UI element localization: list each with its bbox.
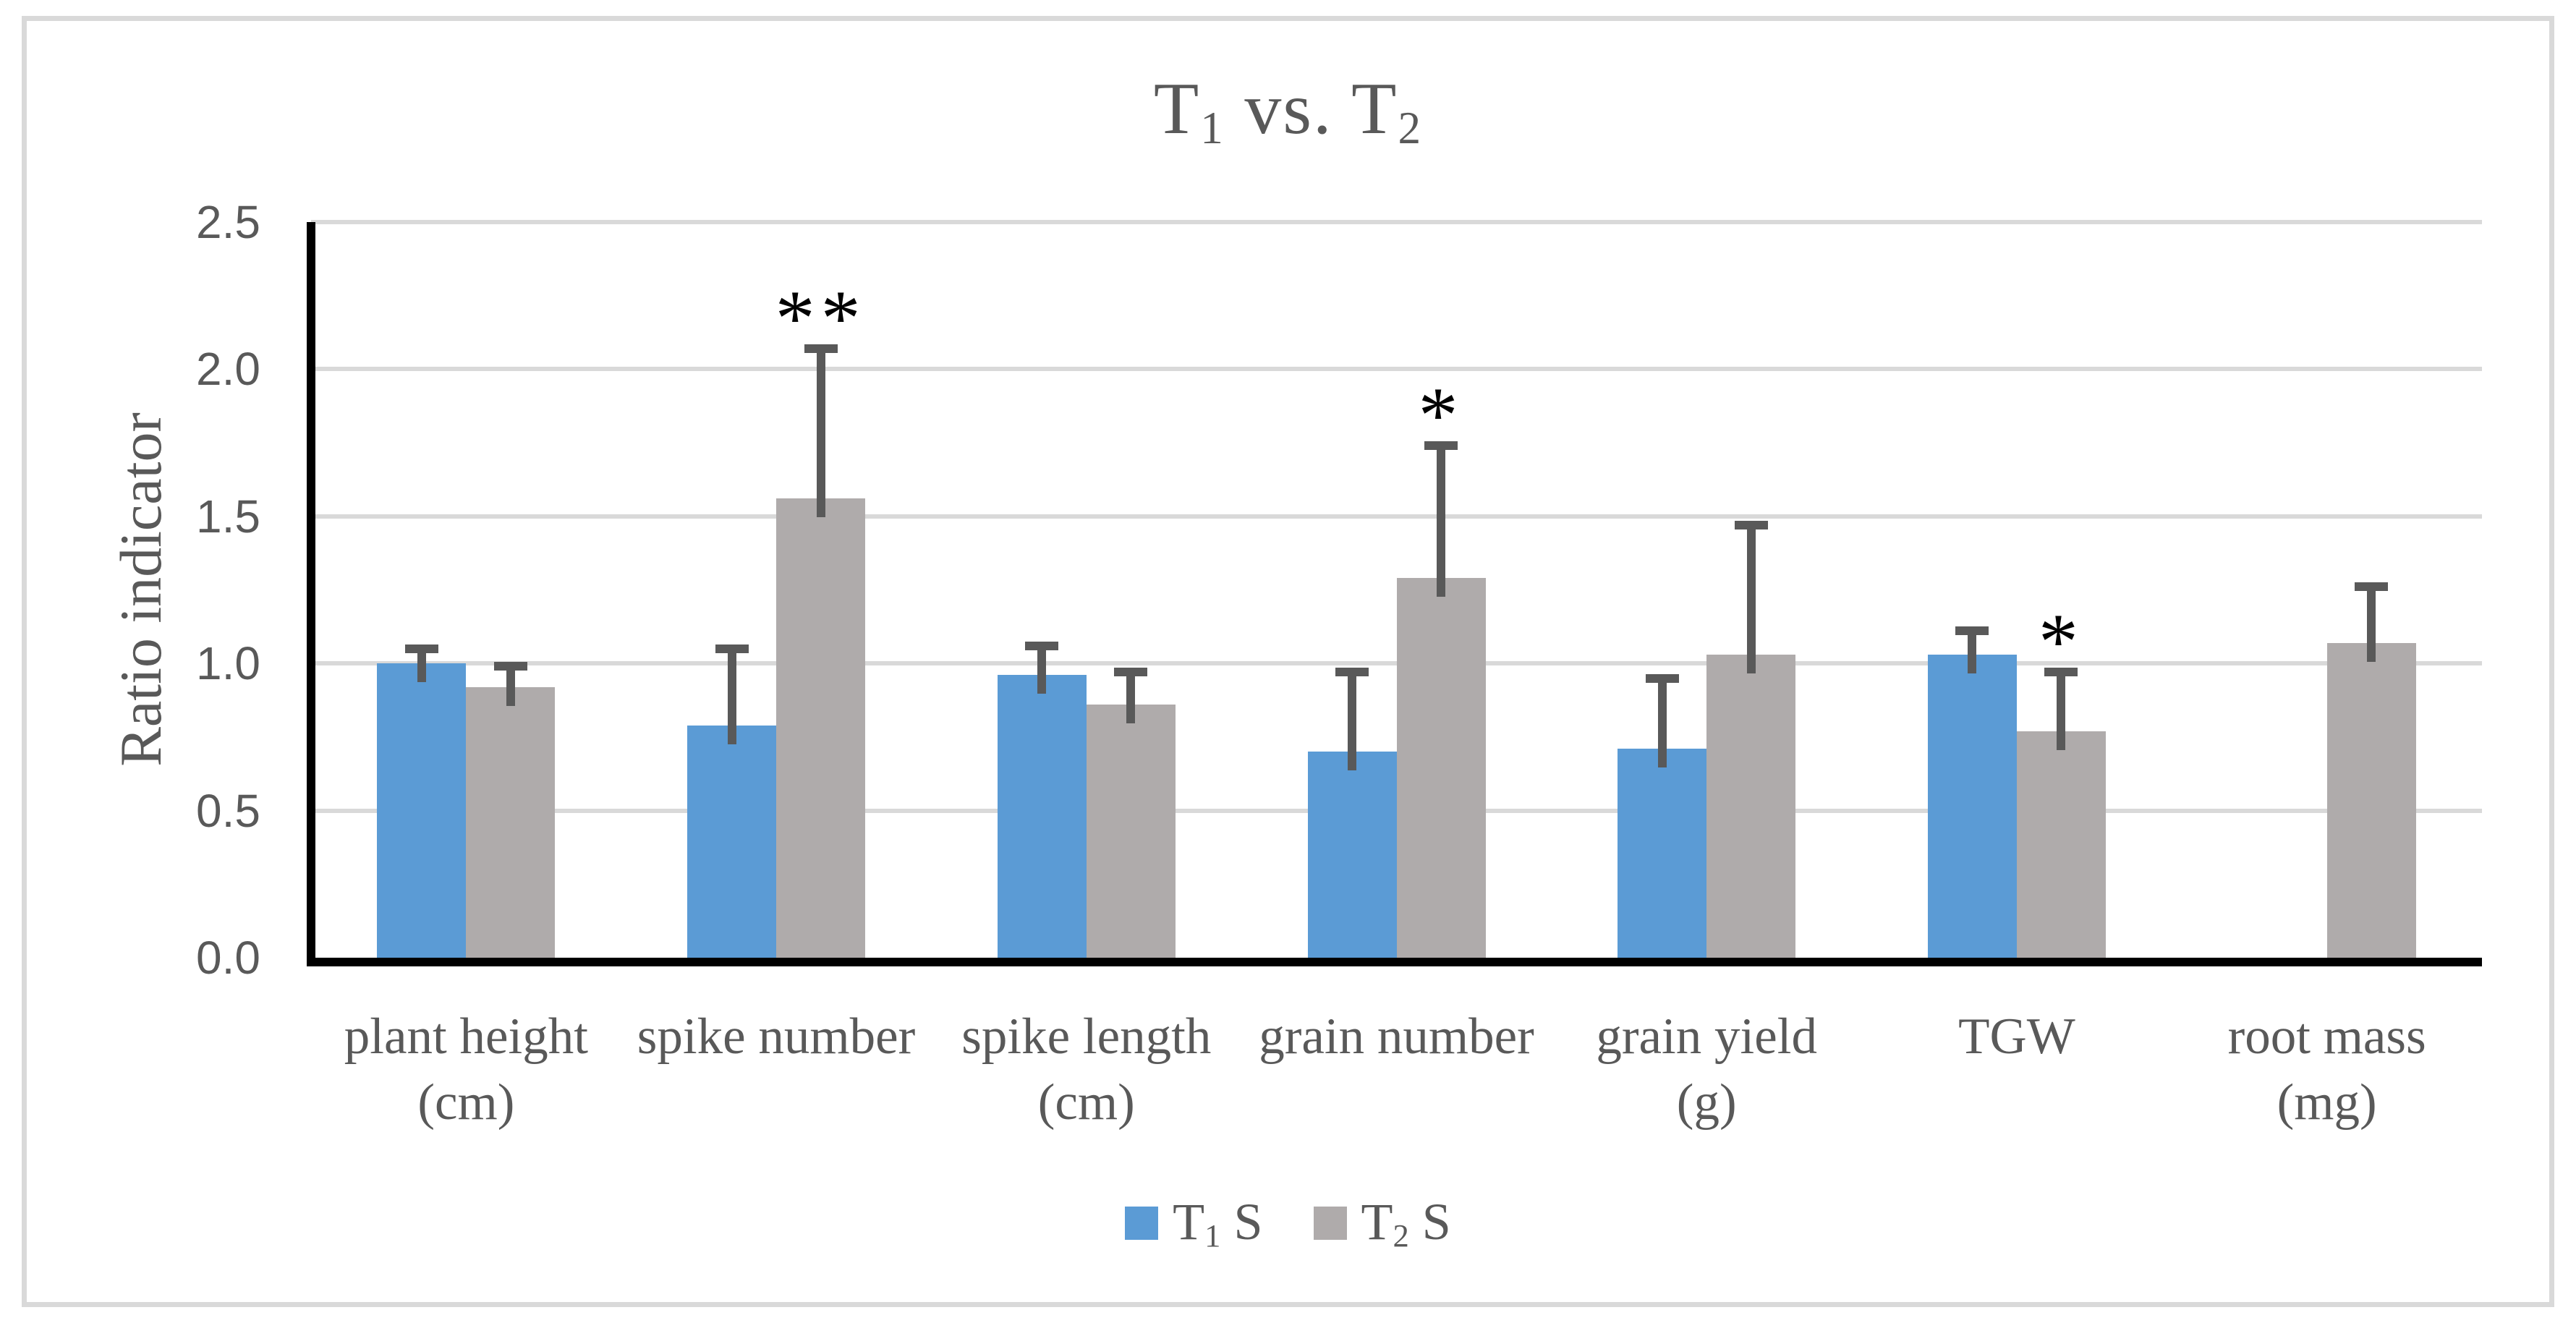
- bar-t1-s: [687, 725, 777, 958]
- legend-label: T2 S: [1361, 1192, 1451, 1254]
- error-bar-cap: [1734, 521, 1768, 529]
- x-category-label: TGW: [1958, 1004, 2075, 1070]
- x-category-label-line: grain yield: [1596, 1008, 1818, 1065]
- bar-t2-s: [1706, 654, 1796, 958]
- x-category-label-line: (mg): [2277, 1073, 2377, 1131]
- x-category-label-line: root mass: [2227, 1008, 2426, 1065]
- figure-border: [22, 16, 2554, 1307]
- y-axis-line: [307, 222, 315, 966]
- text-run: T: [1173, 1193, 1205, 1251]
- error-bar-cap: [1335, 668, 1369, 677]
- error-bar-line: [1437, 446, 1445, 597]
- x-category-label-line: (g): [1676, 1073, 1737, 1131]
- text-run: S: [1220, 1193, 1263, 1251]
- legend-item: T1 S: [1125, 1192, 1263, 1254]
- x-category-label-line: plant height: [344, 1008, 588, 1065]
- x-category-label: spike length (cm): [961, 1004, 1211, 1136]
- bar-t1-s: [1927, 654, 2017, 958]
- x-category-label-line: TGW: [1958, 1008, 2075, 1065]
- error-bar-line: [1348, 672, 1356, 771]
- text-run: vs.: [1224, 68, 1352, 150]
- chart-title: T1 vs. T2: [0, 67, 2576, 155]
- y-tick-label: 1.0: [196, 637, 260, 690]
- error-bar-line: [417, 648, 426, 683]
- x-axis-line: [307, 958, 2482, 966]
- bar-t2-s: [1086, 705, 1176, 958]
- bar-t1-s: [1307, 752, 1397, 958]
- bar-t1-s: [377, 663, 467, 958]
- text-run: T: [1153, 68, 1201, 150]
- x-category-label-line: spike number: [637, 1008, 916, 1065]
- bar-t2-s: [1396, 578, 1486, 958]
- x-category-label-line: (cm): [417, 1073, 515, 1131]
- error-bar-cap: [1645, 673, 1679, 683]
- text-run: S: [1408, 1193, 1451, 1251]
- error-bar-line: [2367, 587, 2376, 662]
- error-bar-line: [1126, 672, 1136, 724]
- legend-swatch-icon: [1313, 1207, 1347, 1240]
- legend-label: T1 S: [1173, 1192, 1262, 1254]
- subscript-text: 1: [1200, 102, 1225, 153]
- x-category-label: grain yield (g): [1596, 1004, 1817, 1136]
- x-category-label: grain number: [1259, 1004, 1534, 1070]
- x-category-label: plant height (cm): [344, 1004, 588, 1136]
- error-bar-cap: [493, 662, 527, 671]
- legend-item: T2 S: [1313, 1192, 1451, 1254]
- y-tick-label: 0.5: [196, 784, 260, 837]
- error-bar-cap: [715, 644, 749, 653]
- bar-t2-s: [2326, 642, 2416, 958]
- y-tick-label: 2.5: [196, 196, 260, 248]
- error-bar-cap: [1025, 641, 1059, 650]
- text-run: T: [1361, 1193, 1393, 1251]
- legend: T1 S T2 S: [0, 1183, 2576, 1263]
- significance-marker: *: [2038, 597, 2084, 686]
- error-bar-cap: [1424, 441, 1458, 451]
- error-bar-line: [1968, 631, 1977, 673]
- bar-t1-s: [997, 675, 1087, 958]
- text-run: T: [1351, 68, 1398, 150]
- error-bar-cap: [1955, 626, 1989, 636]
- significance-marker: *: [1418, 371, 1464, 460]
- x-category-label-line: (cm): [1037, 1073, 1135, 1131]
- x-category-label-line: grain number: [1259, 1008, 1534, 1065]
- error-bar-line: [1746, 525, 1756, 673]
- subscript-text: 2: [1393, 1217, 1409, 1254]
- subscript-text: 2: [1398, 102, 1423, 153]
- error-bar-line: [727, 648, 736, 744]
- bar-t2-s: [2016, 731, 2106, 958]
- gridline: [311, 220, 2482, 224]
- y-tick-label: 2.0: [196, 343, 260, 396]
- legend-swatch-icon: [1125, 1207, 1159, 1240]
- subscript-text: 1: [1204, 1217, 1221, 1254]
- error-bar-line: [1037, 645, 1047, 694]
- bar-t2-s: [466, 686, 556, 958]
- significance-marker: **: [775, 273, 867, 362]
- error-bar-cap: [2044, 668, 2078, 677]
- x-category-label: spike number: [637, 1004, 916, 1070]
- x-category-label: root mass (mg): [2228, 1004, 2426, 1136]
- gridline: [311, 514, 2482, 519]
- error-bar-line: [816, 348, 825, 518]
- y-tick-label: 0.0: [196, 932, 260, 984]
- error-bar-cap: [404, 644, 438, 653]
- error-bar-cap: [2355, 582, 2389, 592]
- y-tick-label: 1.5: [196, 490, 260, 543]
- gridline: [311, 367, 2482, 372]
- error-bar-line: [506, 666, 515, 706]
- error-bar-line: [1657, 678, 1667, 768]
- bar-t1-s: [1618, 749, 1707, 958]
- bar-t2-s: [776, 498, 866, 958]
- error-bar-line: [2057, 672, 2066, 750]
- error-bar-cap: [804, 344, 838, 353]
- x-category-label-line: spike length: [961, 1008, 1212, 1065]
- error-bar-cap: [1114, 668, 1148, 677]
